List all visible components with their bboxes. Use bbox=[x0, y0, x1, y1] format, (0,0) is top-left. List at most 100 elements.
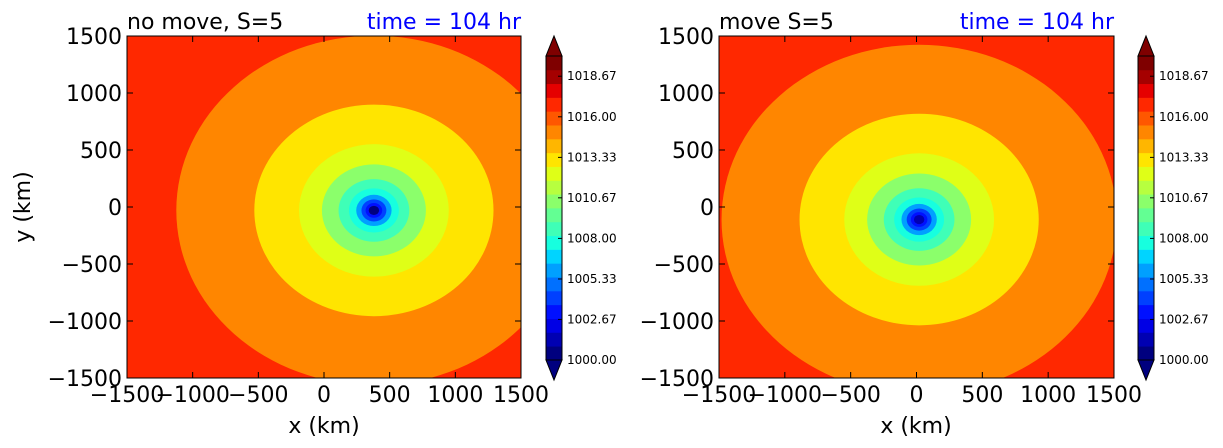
right-colorbar-tick-label: 1000.00 bbox=[1159, 353, 1209, 367]
left-colorbar-tick-label: 1010.67 bbox=[567, 191, 617, 205]
left-colorbar-tick-label: 1008.00 bbox=[567, 231, 617, 245]
left-colorbar-tick-label: 1018.67 bbox=[567, 69, 617, 83]
right-x-axis-label: x (km) bbox=[880, 414, 951, 439]
right-y-tick-label: 500 bbox=[672, 139, 714, 164]
left-colorbar-tick-label: 1000.00 bbox=[567, 353, 617, 367]
right-colorbar-tick-label: 1016.00 bbox=[1159, 110, 1209, 124]
left-y-tick-label: −1500 bbox=[48, 367, 122, 392]
right-colorbar-segment bbox=[1138, 83, 1154, 98]
left-colorbar-tick-label: 1016.00 bbox=[567, 110, 617, 124]
right-colorbar-tick-label: 1002.67 bbox=[1159, 312, 1209, 326]
left-y-tick-label: 1000 bbox=[66, 82, 122, 107]
left-colorbar-tick-label: 1005.33 bbox=[567, 272, 617, 286]
right-x-tick-label: 0 bbox=[910, 383, 924, 408]
right-y-tick-label: −1500 bbox=[640, 367, 714, 392]
left-colorbar-tick-label: 1002.67 bbox=[567, 312, 617, 326]
left-x-tick-label: 500 bbox=[369, 383, 411, 408]
right-colorbar-frame bbox=[1137, 55, 1155, 361]
left-x-tick-label: 0 bbox=[317, 383, 331, 408]
right-colorbar-extend-max bbox=[1137, 34, 1155, 57]
left-colorbar-extend-min bbox=[545, 359, 563, 382]
right-colorbar-segment bbox=[1138, 346, 1154, 361]
right-colorbar-tick-label: 1008.00 bbox=[1159, 231, 1209, 245]
left-time-label: time = 104 hr bbox=[367, 10, 522, 35]
right-x-tick-label: −500 bbox=[820, 383, 880, 408]
right-colorbar-segment bbox=[1138, 318, 1154, 333]
left-colorbar-segment bbox=[546, 152, 562, 167]
right-colorbar-segment bbox=[1138, 277, 1154, 292]
left-colorbar-segment bbox=[546, 304, 562, 319]
right-colorbar-segment bbox=[1138, 263, 1154, 278]
right-colorbar-segment bbox=[1138, 152, 1154, 167]
left-colorbar-segment bbox=[546, 97, 562, 112]
right-colorbar-segment bbox=[1138, 125, 1154, 140]
left-colorbar-segment bbox=[546, 208, 562, 223]
right-x-tick-label: −1000 bbox=[748, 383, 822, 408]
left-x-tick-label: 1000 bbox=[427, 383, 483, 408]
left-y-tick-label: 500 bbox=[80, 139, 122, 164]
right-x-tick-label: 1500 bbox=[1086, 383, 1142, 408]
left-x-tick-label: −500 bbox=[228, 383, 288, 408]
left-colorbar: 1000.00 1002.67 1005.33 1008.00 1010.67 1013.… bbox=[545, 34, 617, 382]
left-colorbar-segment bbox=[546, 332, 562, 347]
left-y-tick-label: −1000 bbox=[48, 310, 122, 335]
left-x-axis-label: x (km) bbox=[288, 414, 359, 439]
right-colorbar-tick-label: 1010.67 bbox=[1159, 191, 1209, 205]
right-y-tick-label: 0 bbox=[700, 196, 714, 221]
left-colorbar-segment bbox=[546, 125, 562, 140]
right-colorbar-tick-label: 1013.33 bbox=[1159, 150, 1209, 164]
right-colorbar-tick-label: 1018.67 bbox=[1159, 69, 1209, 83]
left-y-tick-label: 1500 bbox=[66, 25, 122, 50]
right-colorbar-segment bbox=[1138, 332, 1154, 347]
left-colorbar-segment bbox=[546, 180, 562, 195]
right-axis-ticks: −1500−1000−500 0 500 1000 1500150010005000−5… bbox=[640, 25, 1142, 408]
left-y-tick-label: 0 bbox=[108, 196, 122, 221]
left-y-tick-label: −500 bbox=[62, 253, 122, 278]
right-colorbar-segment bbox=[1138, 180, 1154, 195]
left-colorbar-segment bbox=[546, 277, 562, 292]
left-colorbar-segment bbox=[546, 111, 562, 126]
right-colorbar: 1000.00 1002.67 1005.33 1008.00 1010.67 1013.… bbox=[1137, 34, 1209, 382]
right-y-tick-label: 1500 bbox=[658, 25, 714, 50]
right-colorbar-tick-label: 1005.33 bbox=[1159, 272, 1209, 286]
left-colorbar-segment bbox=[546, 290, 562, 306]
right-colorbar-segment bbox=[1138, 56, 1154, 71]
left-colorbar-segment bbox=[546, 83, 562, 98]
left-colorbar-segment bbox=[546, 263, 562, 278]
left-contour-level-9 bbox=[368, 205, 380, 216]
right-colorbar-segment bbox=[1138, 304, 1154, 319]
left-colorbar-segment bbox=[546, 56, 562, 71]
right-colorbar-segment bbox=[1138, 97, 1154, 112]
right-y-tick-label: −1000 bbox=[640, 310, 714, 335]
right-colorbar-segment bbox=[1138, 138, 1154, 154]
right-colorbar-segment bbox=[1138, 235, 1154, 250]
left-colorbar-segment bbox=[546, 318, 562, 333]
left-x-tick-label: −1500 bbox=[90, 383, 164, 408]
right-colorbar-segment bbox=[1138, 249, 1154, 264]
left-colorbar-segment bbox=[546, 69, 562, 85]
right-contour-level-9 bbox=[913, 214, 925, 225]
right-pressure-field bbox=[719, 36, 1114, 378]
right-y-tick-label: −500 bbox=[654, 253, 714, 278]
left-x-tick-label: 1500 bbox=[493, 383, 549, 408]
left-colorbar-segment bbox=[546, 346, 562, 361]
left-panel: −1500−1000−500 0 500 1000 1500150010005000−5… bbox=[11, 10, 617, 439]
left-colorbar-segment bbox=[546, 249, 562, 264]
left-pressure-field bbox=[127, 36, 521, 378]
left-x-tick-label: −1000 bbox=[155, 383, 229, 408]
right-colorbar-segment bbox=[1138, 111, 1154, 126]
right-colorbar-extend-min bbox=[1137, 359, 1155, 382]
right-colorbar-segment bbox=[1138, 69, 1154, 85]
left-colorbar-frame bbox=[545, 55, 563, 361]
left-colorbar-segment bbox=[546, 235, 562, 250]
left-axis-ticks: −1500−1000−500 0 500 1000 1500150010005000−5… bbox=[48, 25, 549, 408]
left-colorbar-tick-label: 1013.33 bbox=[567, 150, 617, 164]
right-y-tick-label: 1000 bbox=[658, 82, 714, 107]
right-title: move S=5 bbox=[719, 10, 834, 35]
right-colorbar-segment bbox=[1138, 290, 1154, 306]
right-colorbar-segment bbox=[1138, 208, 1154, 223]
right-colorbar-segment bbox=[1138, 221, 1154, 237]
right-x-tick-label: 500 bbox=[961, 383, 1003, 408]
right-panel: −1500−1000−500 0 500 1000 1500150010005000−5… bbox=[640, 10, 1209, 439]
